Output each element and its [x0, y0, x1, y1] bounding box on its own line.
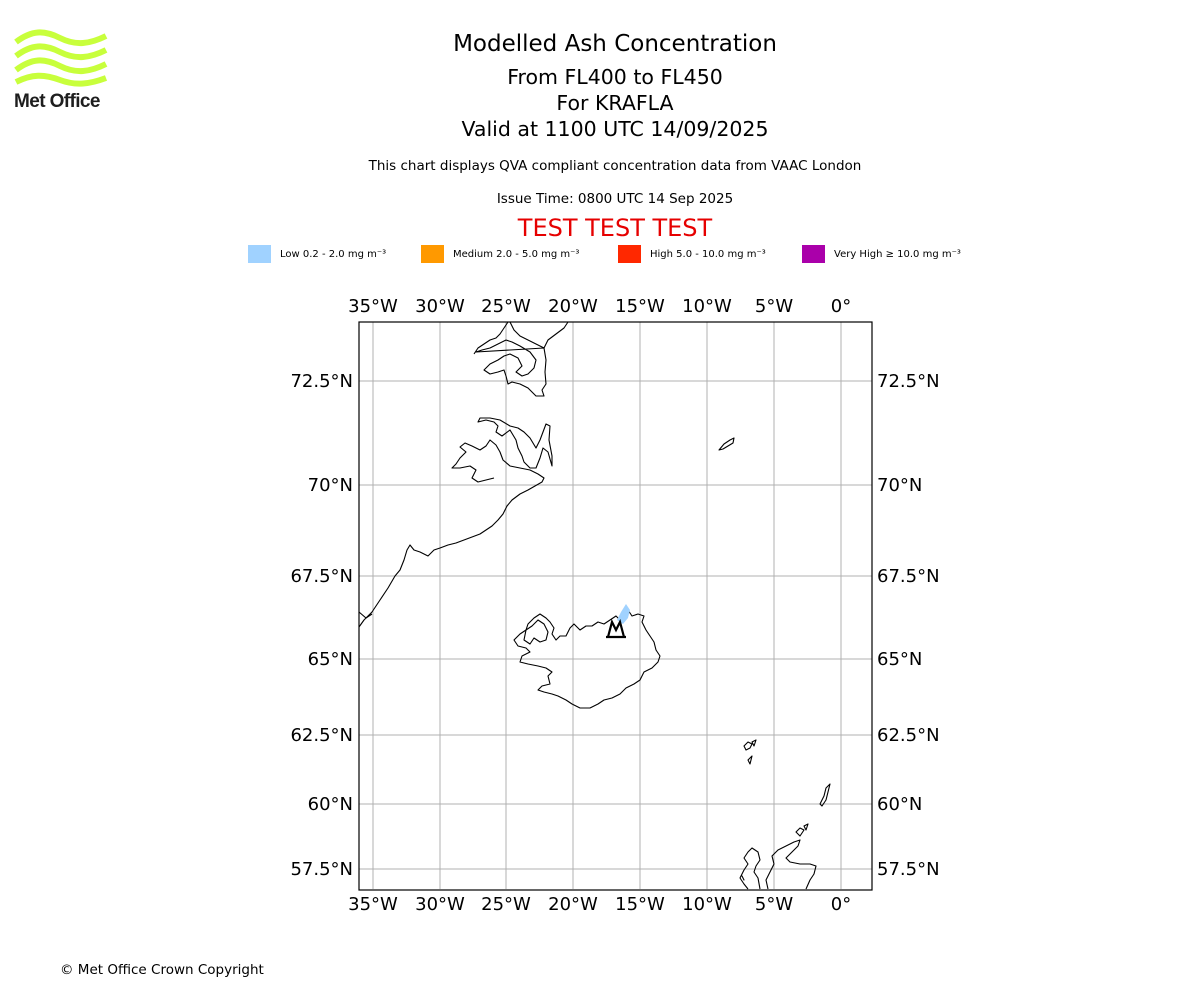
orkney — [795, 823, 809, 837]
valid-time: Valid at 1100 UTC 14/09/2025 — [461, 117, 769, 141]
copyright-notice: © Met Office Crown Copyright — [60, 962, 264, 978]
met-office-logo — [14, 29, 108, 87]
lon-tick-top: 30°W — [415, 296, 465, 317]
lon-tick-bottom: 30°W — [415, 894, 465, 915]
lon-ticks-bottom: 35°W 30°W 25°W 20°W 15°W 10°W 5°W 0° — [348, 894, 851, 915]
iceland-coast — [513, 609, 661, 709]
lat-tick-left: 72.5°N — [290, 371, 353, 392]
volcano-name: For KRAFLA — [556, 91, 674, 115]
lat-tick-left: 62.5°N — [290, 725, 353, 746]
lat-tick-right: 70°N — [877, 475, 922, 496]
map-gridlines — [359, 322, 872, 889]
jan-mayen — [718, 437, 735, 451]
legend-item-medium: Medium 2.0 - 5.0 mg m⁻³ — [421, 245, 579, 263]
lat-tick-right: 60°N — [877, 794, 922, 815]
lon-tick-bottom: 35°W — [348, 894, 398, 915]
lat-tick-left: 70°N — [308, 475, 353, 496]
lon-tick-top: 25°W — [481, 296, 531, 317]
flight-level-range: From FL400 to FL450 — [507, 65, 723, 89]
lon-tick-top: 5°W — [755, 296, 793, 317]
lon-tick-top: 15°W — [615, 296, 665, 317]
test-banner: TEST TEST TEST — [517, 214, 713, 242]
met-office-wordmark: Met Office — [14, 91, 100, 112]
legend-swatch-very-high — [802, 245, 825, 263]
coastlines — [358, 321, 831, 890]
lat-tick-left: 67.5°N — [290, 566, 353, 587]
lon-tick-bottom: 15°W — [615, 894, 665, 915]
faroe-islands — [743, 739, 757, 765]
lon-tick-bottom: 0° — [831, 894, 851, 915]
compliance-note: This chart displays QVA compliant concen… — [368, 158, 862, 174]
lon-tick-bottom: 20°W — [548, 894, 598, 915]
legend-item-very-high: Very High ≥ 10.0 mg m⁻³ — [802, 245, 961, 263]
lat-tick-left: 57.5°N — [290, 859, 353, 880]
greenland-coast — [358, 321, 569, 628]
issue-time: Issue Time: 0800 UTC 14 Sep 2025 — [496, 191, 734, 207]
lon-tick-bottom: 10°W — [682, 894, 732, 915]
legend-swatch-high — [618, 245, 641, 263]
lon-tick-top: 20°W — [548, 296, 598, 317]
lat-tick-right: 65°N — [877, 649, 922, 670]
lat-ticks-right: 72.5°N 70°N 67.5°N 65°N 62.5°N 60°N 57.5… — [877, 371, 940, 880]
greenland-coast-edge — [358, 611, 373, 619]
volcano-marker — [606, 618, 626, 639]
iceland-westfjords — [523, 619, 549, 645]
legend-swatch-low — [248, 245, 271, 263]
lat-tick-right: 72.5°N — [877, 371, 940, 392]
map-frame — [358, 321, 873, 891]
lat-tick-left: 65°N — [308, 649, 353, 670]
legend-swatch-medium — [421, 245, 444, 263]
lat-tick-right: 57.5°N — [877, 859, 940, 880]
shetland — [819, 783, 831, 807]
legend-label-low: Low 0.2 - 2.0 mg m⁻³ — [280, 248, 387, 260]
lon-tick-bottom: 25°W — [481, 894, 531, 915]
legend-label-medium: Medium 2.0 - 5.0 mg m⁻³ — [453, 248, 580, 260]
lon-tick-top: 0° — [831, 296, 851, 317]
lat-tick-left: 60°N — [308, 794, 353, 815]
lon-tick-top: 10°W — [682, 296, 732, 317]
lat-ticks-left: 72.5°N 70°N 67.5°N 65°N 62.5°N 60°N 57.5… — [290, 371, 353, 880]
lon-ticks-top: 35°W 30°W 25°W 20°W 15°W 10°W 5°W 0° — [348, 296, 851, 317]
lon-tick-top: 35°W — [348, 296, 398, 317]
ash-cloud-low — [617, 604, 630, 624]
lon-tick-bottom: 5°W — [755, 894, 793, 915]
chart-title: Modelled Ash Concentration — [453, 31, 777, 57]
legend-label-very-high: Very High ≥ 10.0 mg m⁻³ — [834, 248, 961, 260]
scotland-coast — [739, 839, 817, 890]
legend-label-high: High 5.0 - 10.0 mg m⁻³ — [650, 248, 766, 260]
legend-item-low: Low 0.2 - 2.0 mg m⁻³ — [248, 245, 386, 263]
lat-tick-right: 62.5°N — [877, 725, 940, 746]
lat-tick-right: 67.5°N — [877, 566, 940, 587]
legend-item-high: High 5.0 - 10.0 mg m⁻³ — [618, 245, 766, 263]
